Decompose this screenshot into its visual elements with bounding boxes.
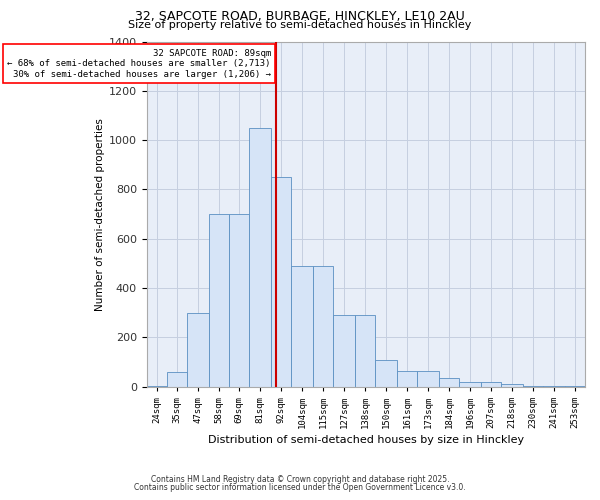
Bar	[313, 266, 333, 387]
Bar	[397, 370, 417, 387]
Bar	[375, 360, 397, 387]
Text: Size of property relative to semi-detached houses in Hinckley: Size of property relative to semi-detach…	[128, 20, 472, 30]
Bar	[167, 372, 187, 387]
Bar	[417, 370, 439, 387]
Bar	[229, 214, 249, 387]
Bar	[565, 386, 585, 387]
Bar	[355, 316, 375, 387]
Bar	[291, 266, 313, 387]
Bar	[459, 382, 481, 387]
Text: Contains HM Land Registry data © Crown copyright and database right 2025.: Contains HM Land Registry data © Crown c…	[151, 475, 449, 484]
Bar	[439, 378, 459, 387]
Text: Contains public sector information licensed under the Open Government Licence v3: Contains public sector information licen…	[134, 484, 466, 492]
Bar	[501, 384, 523, 387]
X-axis label: Distribution of semi-detached houses by size in Hinckley: Distribution of semi-detached houses by …	[208, 435, 524, 445]
Text: 32, SAPCOTE ROAD, BURBAGE, HINCKLEY, LE10 2AU: 32, SAPCOTE ROAD, BURBAGE, HINCKLEY, LE1…	[135, 10, 465, 23]
Bar	[209, 214, 229, 387]
Bar	[543, 386, 565, 387]
Text: 32 SAPCOTE ROAD: 89sqm
← 68% of semi-detached houses are smaller (2,713)
30% of : 32 SAPCOTE ROAD: 89sqm ← 68% of semi-det…	[7, 49, 271, 78]
Bar	[523, 386, 543, 387]
Bar	[271, 177, 291, 387]
Bar	[333, 316, 355, 387]
Bar	[187, 313, 209, 387]
Bar	[249, 128, 271, 387]
Y-axis label: Number of semi-detached properties: Number of semi-detached properties	[95, 118, 104, 310]
Bar	[146, 386, 167, 387]
Bar	[481, 382, 501, 387]
